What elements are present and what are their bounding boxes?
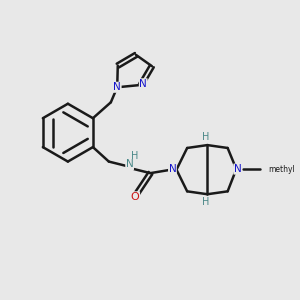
Text: methyl: methyl: [268, 165, 295, 174]
Text: O: O: [131, 192, 140, 202]
Text: H: H: [202, 132, 210, 142]
Text: H: H: [131, 151, 139, 161]
Text: N: N: [139, 79, 147, 89]
Text: H: H: [202, 197, 210, 207]
Text: N: N: [234, 164, 242, 174]
Text: N: N: [169, 164, 176, 173]
Text: N: N: [126, 160, 134, 170]
Text: N: N: [113, 82, 121, 92]
